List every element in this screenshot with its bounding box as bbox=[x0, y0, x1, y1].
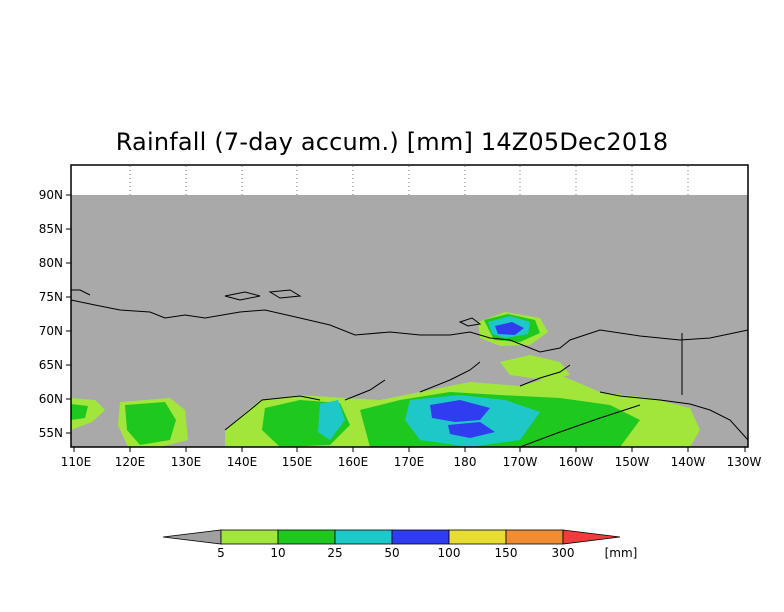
lat-label-65n: 65N bbox=[39, 358, 63, 372]
legend-label-5: 5 bbox=[217, 546, 225, 560]
lon-label-140e: 140E bbox=[227, 455, 258, 469]
lat-label-75n: 75N bbox=[39, 290, 63, 304]
lon-label-120e: 120E bbox=[115, 455, 146, 469]
legend-label-50: 50 bbox=[384, 546, 399, 560]
lon-label-170e: 170E bbox=[394, 455, 425, 469]
grid-lines bbox=[129, 166, 689, 195]
coastlines bbox=[70, 289, 749, 448]
lat-label-60n: 60N bbox=[39, 392, 63, 406]
lon-label-140w: 140W bbox=[671, 455, 706, 469]
lon-label-130w: 130W bbox=[727, 455, 762, 469]
lon-label-150e: 150E bbox=[282, 455, 313, 469]
legend-swatch-2 bbox=[277, 529, 336, 545]
lat-label-80n: 80N bbox=[39, 256, 63, 270]
lon-label-180: 180 bbox=[454, 455, 477, 469]
legend-swatch-3 bbox=[334, 529, 393, 545]
legend-swatch-4 bbox=[391, 529, 450, 545]
legend-swatch-0 bbox=[162, 529, 222, 545]
legend-swatch-5 bbox=[448, 529, 507, 545]
legend-swatch-1 bbox=[220, 529, 279, 545]
legend-swatch-6 bbox=[505, 529, 564, 545]
lon-label-160w: 160W bbox=[559, 455, 594, 469]
lat-label-55n: 55N bbox=[39, 426, 63, 440]
color-legend: 5 10 25 50 100 150 300 [mm] bbox=[162, 529, 638, 560]
legend-label-25: 25 bbox=[327, 546, 342, 560]
lat-label-85n: 85N bbox=[39, 222, 63, 236]
lon-label-110e: 110E bbox=[61, 455, 92, 469]
lon-label-130e: 130E bbox=[171, 455, 202, 469]
legend-unit: [mm] bbox=[605, 546, 638, 560]
lon-label-150w: 150W bbox=[615, 455, 650, 469]
lon-label-160e: 160E bbox=[338, 455, 369, 469]
legend-label-10: 10 bbox=[270, 546, 285, 560]
lon-label-170w: 170W bbox=[503, 455, 538, 469]
legend-label-150: 150 bbox=[495, 546, 518, 560]
lat-label-70n: 70N bbox=[39, 324, 63, 338]
map-title: Rainfall (7-day accum.) [mm] 14Z05Dec201… bbox=[115, 128, 669, 156]
legend-swatch-7 bbox=[562, 529, 621, 545]
legend-label-300: 300 bbox=[552, 546, 575, 560]
rainfall-shading bbox=[71, 312, 700, 447]
lat-label-90n: 90N bbox=[39, 188, 63, 202]
legend-label-100: 100 bbox=[438, 546, 461, 560]
